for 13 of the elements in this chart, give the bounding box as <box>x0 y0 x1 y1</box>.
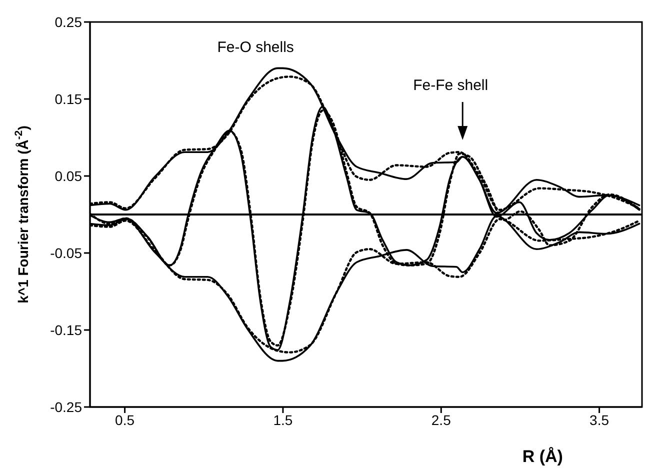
x-axis-title: R (Å) <box>522 447 563 466</box>
y-tick-label: -0.25 <box>50 398 82 415</box>
x-tick-label: 1.5 <box>273 412 293 428</box>
y-tick-label: 0.05 <box>54 168 82 184</box>
y-tick-label: -0.05 <box>50 244 82 261</box>
annotation: Fe-Fe shell <box>413 77 488 94</box>
y-tick-label: 0.25 <box>54 14 82 30</box>
annotation: Fe-O shells <box>217 39 294 56</box>
y-tick-label: 0.15 <box>54 90 82 107</box>
x-tick-label: 3.5 <box>590 412 610 428</box>
x-tick-label: 2.5 <box>431 412 452 428</box>
x-tick-label: 0.5 <box>115 412 135 428</box>
y-tick-label: -0.15 <box>50 322 82 338</box>
